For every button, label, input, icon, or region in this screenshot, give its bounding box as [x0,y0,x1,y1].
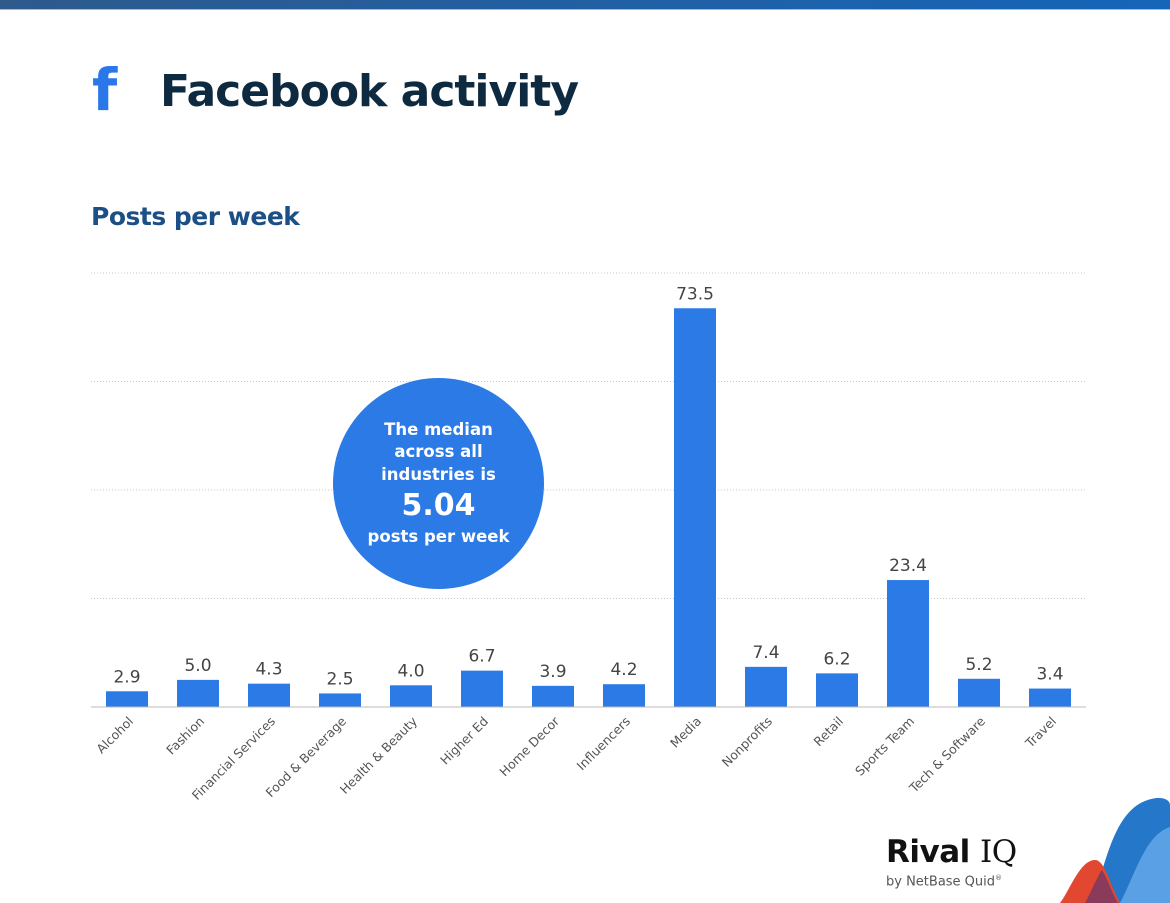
median-callout: The median across all industries is 5.04… [333,378,544,589]
x-tick-label: Sports Team [852,714,917,779]
x-tick-label: Higher Ed [437,714,491,768]
bar [1029,688,1071,707]
data-label: 5.0 [184,656,211,676]
facebook-icon: f [92,56,118,124]
bar [390,685,432,707]
chart-title: Posts per week [91,202,300,231]
data-label: 6.7 [468,647,495,667]
data-label: 6.2 [823,649,850,669]
registered-mark: ® [995,874,1003,882]
bar [532,685,574,707]
bar [603,684,645,707]
x-tick-label: Home Decor [496,713,562,779]
bar [461,670,503,707]
bar [674,308,716,707]
data-label: 4.3 [255,660,282,680]
x-tick-label: Influencers [574,714,634,774]
decorative-waves [1060,798,1170,903]
logo-suffix: IQ [980,834,1017,870]
data-label: 2.5 [326,669,353,689]
x-tick-label: Travel [1022,714,1060,752]
x-tick-label: Media [667,714,704,751]
data-label: 4.0 [397,661,424,681]
data-label: 7.4 [752,643,779,663]
callout-value: 5.04 [401,488,476,523]
x-tick-label: Tech & Software [906,713,989,796]
bar [248,683,290,707]
data-label: 2.9 [113,667,140,687]
logo-byline: by NetBase Quid [886,874,996,890]
bar [106,691,148,707]
x-tick-label: Alcohol [93,714,136,757]
callout-text: The median across all industries is [381,419,496,484]
x-tick-label: Health & Beauty [337,713,421,797]
page-title: Facebook activity [160,66,579,117]
data-label: 3.4 [1036,665,1063,685]
bar [887,580,929,707]
bar [177,679,219,707]
rival-iq-logo: Rival IQ by NetBase Quid® [886,834,1017,890]
logo-name: Rival [886,834,970,870]
x-tick-label: Fashion [163,714,207,758]
data-label: 23.4 [889,556,927,576]
data-label: 5.2 [965,655,992,675]
data-label: 4.2 [610,660,637,680]
top-bar [0,0,1170,10]
data-label: 73.5 [676,284,714,304]
bar [319,693,361,707]
bar [816,673,858,707]
data-label: 3.9 [539,662,566,682]
x-tick-label: Nonprofits [719,714,775,770]
bar [958,678,1000,707]
bar [745,666,787,707]
x-tick-label: Retail [811,714,847,750]
callout-unit: posts per week [367,527,510,546]
